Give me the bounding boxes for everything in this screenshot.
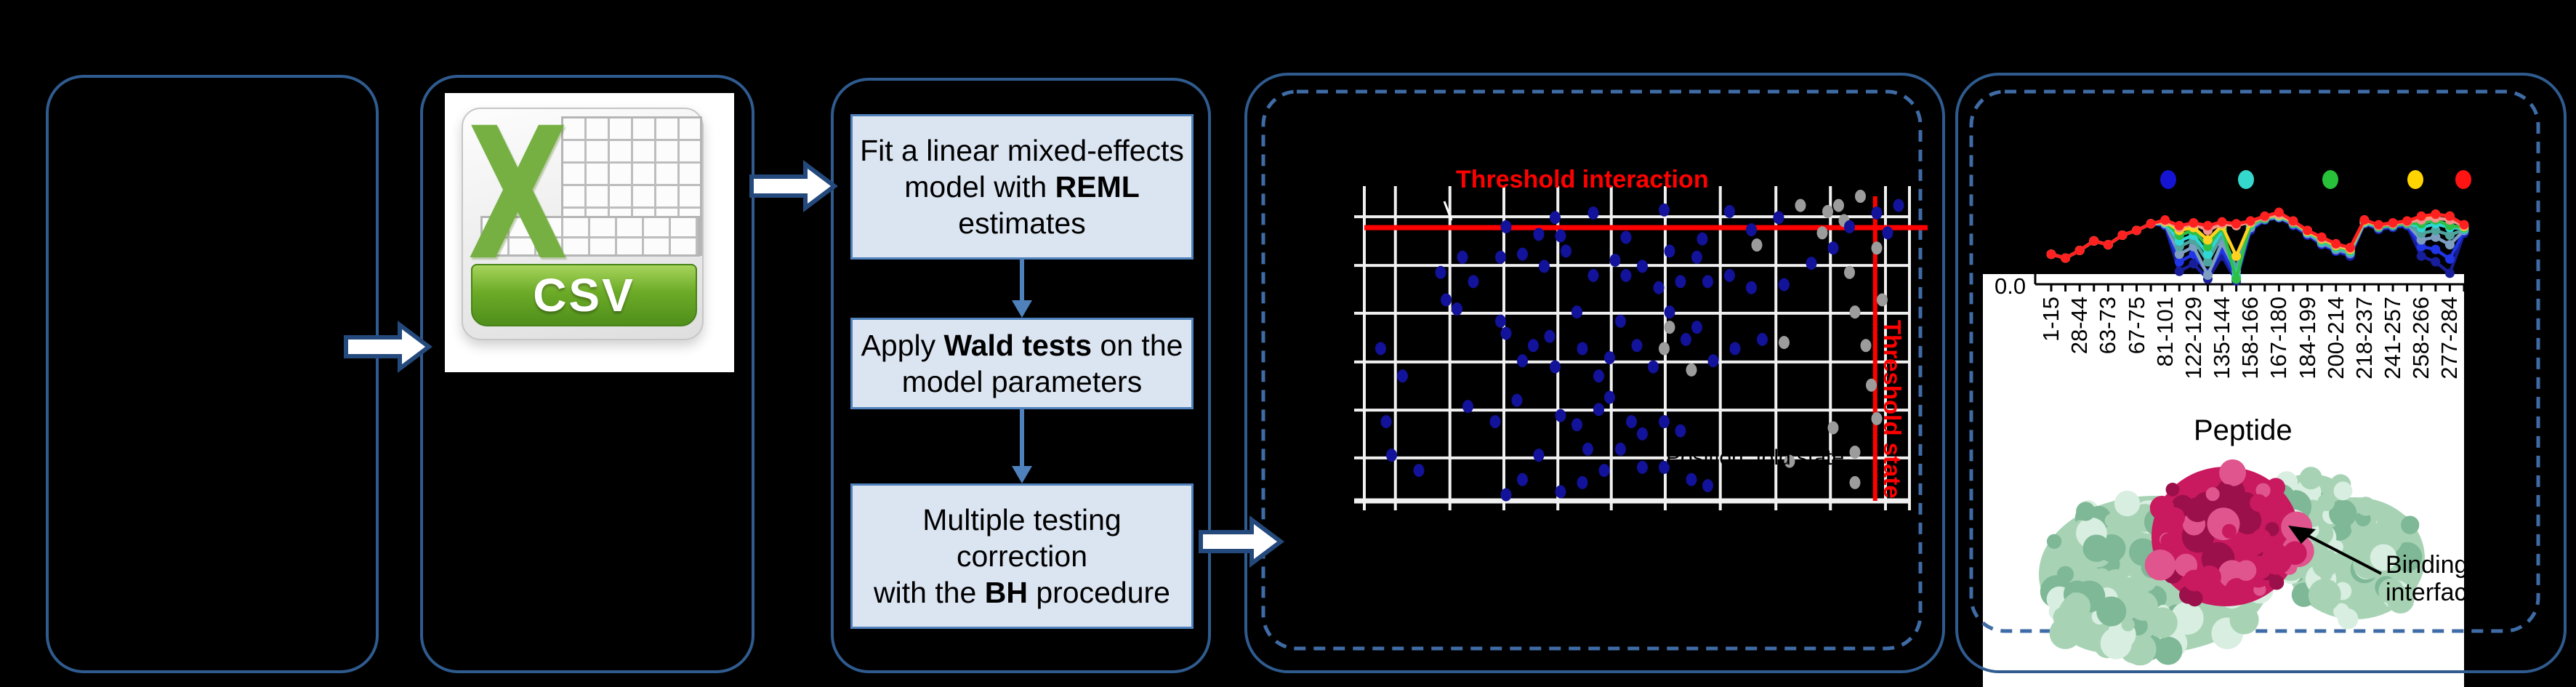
x-tick-label: 81-101 [2152, 297, 2178, 367]
x-tick-label: 122-129 [2180, 297, 2206, 379]
csv-banner-label: CSV [533, 269, 635, 321]
panel-stats-box [831, 78, 1211, 673]
step-multiple-testing: Multiple testing correction with the BH … [850, 483, 1194, 629]
x-tick-label: 258-266 [2408, 297, 2434, 379]
binding-interface-label-line2: interface [2386, 579, 2464, 606]
volcano-title: Threshold interaction [1456, 166, 1709, 193]
csv-file-image: X CSV [445, 89, 734, 372]
step3-text-post: procedure [1027, 576, 1170, 609]
x-tick-label: 184-199 [2294, 297, 2320, 379]
kinetics-y-tick-label: 0.0 [1995, 273, 2026, 299]
x-tick-label: 135-144 [2209, 297, 2235, 379]
step-fit-lme-model: Fit a linear mixed-effects model with RE… [850, 114, 1194, 260]
x-tick-label: 158-166 [2237, 297, 2263, 379]
x-tick-label: 218-237 [2351, 297, 2377, 379]
binding-interface-label-line1: Binding [2386, 551, 2464, 579]
step2-text-post: on the model parameters [901, 328, 1183, 398]
x-tick-label: 63-73 [2095, 297, 2121, 355]
csv-file-icon: X CSV [462, 89, 704, 340]
x-tick-label: 277-284 [2436, 297, 2463, 379]
panel-csv-box [420, 75, 754, 673]
volcano-hidden-label: Position: fold state [1666, 446, 1845, 470]
x-tick-label: 167-180 [2266, 297, 2292, 379]
step-wald-tests: Apply Wald tests on the model parameters [850, 318, 1194, 409]
x-tick-label: 28-44 [2066, 297, 2093, 355]
step3-bold: BH [984, 576, 1028, 609]
panel-input-box [46, 75, 379, 673]
step1-bold: REML [1055, 169, 1140, 204]
csv-banner: CSV [471, 264, 697, 326]
kinetics-x-axis-title: Peptide [2194, 414, 2293, 446]
x-tick-label: 67-75 [2123, 297, 2149, 355]
step3-text: with the [874, 576, 985, 609]
x-tick-label: 1-15 [2038, 297, 2064, 342]
panel-volcano-box [1244, 73, 1945, 673]
step1-text: Fit a linear mixed-effects model with [860, 133, 1184, 204]
x-tick-label: 241-257 [2380, 297, 2406, 379]
spreadsheet-grid-small-icon [480, 216, 700, 257]
step2-text: Apply [861, 328, 944, 362]
panel-output-box [1955, 73, 2567, 673]
step3-line1: Multiple testing correction [922, 502, 1122, 573]
x-tick-label: 200-214 [2322, 297, 2348, 379]
step1-text-post: estimates [958, 206, 1086, 240]
step2-bold: Wald tests [943, 328, 1092, 362]
volcano-right-axis-label: Threshold state [1879, 320, 1906, 499]
